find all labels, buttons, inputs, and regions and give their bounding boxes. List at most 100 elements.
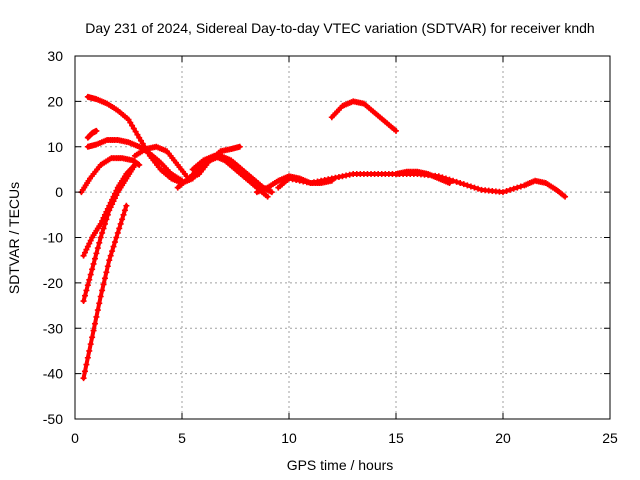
data-point xyxy=(87,271,94,278)
data-point xyxy=(109,201,116,208)
data-point xyxy=(507,186,514,193)
data-point xyxy=(500,189,506,196)
data-series-arc-j xyxy=(189,152,271,200)
data-point xyxy=(125,116,132,123)
data-point xyxy=(97,234,104,241)
data-series-arc-m xyxy=(393,168,453,187)
chart-title: Day 231 of 2024, Sidereal Day-to-day VTE… xyxy=(85,20,594,36)
data-point xyxy=(90,260,97,267)
data-point xyxy=(453,178,460,185)
data-point xyxy=(84,354,91,361)
data-point xyxy=(139,140,146,147)
y-tick-label: 30 xyxy=(47,48,63,64)
data-point xyxy=(94,307,101,314)
data-point xyxy=(111,239,118,246)
data-point xyxy=(113,234,120,241)
data-point xyxy=(91,320,98,327)
data-point xyxy=(83,246,90,253)
data-point xyxy=(510,185,517,192)
data-point xyxy=(89,266,96,273)
data-point xyxy=(80,375,87,382)
data-point xyxy=(110,243,117,250)
y-tick-label: -40 xyxy=(43,366,63,382)
data-point xyxy=(86,276,93,283)
data-point xyxy=(134,131,141,138)
y-tick-label: -20 xyxy=(43,275,63,291)
data-point xyxy=(236,143,243,150)
data-point xyxy=(446,180,453,187)
data-point xyxy=(84,282,91,289)
y-tick-label: -30 xyxy=(43,320,63,336)
data-point xyxy=(80,298,87,305)
x-tick-label: 20 xyxy=(495,430,511,446)
data-point xyxy=(93,250,100,257)
data-point xyxy=(87,341,94,348)
x-tick-label: 5 xyxy=(178,430,186,446)
data-point xyxy=(129,122,136,129)
data-point xyxy=(97,293,104,300)
data-point xyxy=(86,347,93,354)
data-series-arc-n xyxy=(328,98,399,134)
data-point xyxy=(100,281,107,288)
data-point xyxy=(101,275,108,282)
data-point xyxy=(114,229,121,236)
data-point xyxy=(457,180,464,187)
data-point xyxy=(89,334,96,341)
data-point xyxy=(106,207,113,214)
data-point xyxy=(136,134,143,141)
data-points xyxy=(78,93,569,382)
data-point xyxy=(99,287,106,294)
data-point xyxy=(132,128,139,135)
data-point xyxy=(268,189,275,196)
y-tick-label: 10 xyxy=(47,139,63,155)
data-point xyxy=(87,237,94,244)
data-point xyxy=(127,119,134,126)
data-point xyxy=(471,184,478,191)
data-point xyxy=(130,125,137,132)
data-point xyxy=(137,137,144,144)
x-tick-label: 10 xyxy=(281,430,297,446)
data-point xyxy=(517,183,524,190)
y-axis-title: SDTVAR / TECUs xyxy=(6,182,22,294)
data-point xyxy=(264,193,271,200)
data-point xyxy=(131,161,138,168)
y-tick-label: 20 xyxy=(47,93,63,109)
data-point xyxy=(562,193,569,200)
data-point xyxy=(107,204,114,211)
data-point xyxy=(106,257,113,264)
data-point xyxy=(81,368,88,375)
data-series-arc-f xyxy=(80,161,138,305)
y-tick-label: -10 xyxy=(43,230,63,246)
y-tick-label: 0 xyxy=(55,184,63,200)
data-point xyxy=(96,239,103,246)
data-point xyxy=(503,187,510,194)
data-point xyxy=(103,216,110,223)
data-point xyxy=(393,127,399,134)
data-point xyxy=(121,207,128,214)
data-point xyxy=(475,185,482,192)
data-point xyxy=(109,248,116,255)
data-point xyxy=(81,249,88,256)
data-point xyxy=(101,220,108,227)
data-point xyxy=(119,216,126,223)
x-tick-label: 15 xyxy=(388,430,404,446)
grid-lines xyxy=(75,56,610,419)
data-point xyxy=(120,211,127,218)
data-point xyxy=(104,263,111,270)
y-tick-label: -50 xyxy=(43,411,63,427)
data-point xyxy=(103,269,110,276)
data-point xyxy=(100,225,107,232)
axis-ticks xyxy=(74,55,611,420)
data-point xyxy=(460,181,467,188)
data-point xyxy=(104,211,111,218)
data-point xyxy=(110,198,117,205)
data-series-arc-g xyxy=(80,202,130,382)
data-point xyxy=(467,183,474,190)
data-series-arc-d xyxy=(78,155,143,196)
data-point xyxy=(81,292,88,299)
data-point xyxy=(83,287,90,294)
data-point xyxy=(514,184,521,191)
data-point xyxy=(117,220,124,227)
